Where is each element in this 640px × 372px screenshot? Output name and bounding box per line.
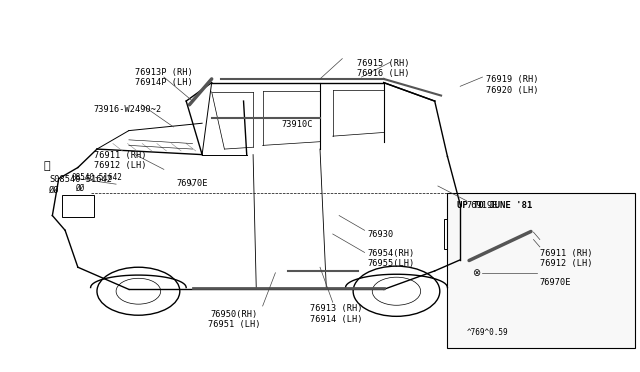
Text: 76913 (RH)
76914 (LH): 76913 (RH) 76914 (LH)	[310, 304, 362, 324]
Text: 08540-51642: 08540-51642	[72, 173, 122, 182]
Text: 76950(RH)
76951 (LH): 76950(RH) 76951 (LH)	[208, 310, 260, 329]
Text: Ⓢ: Ⓢ	[44, 161, 51, 171]
Text: 76911 (RH)
76912 (LH): 76911 (RH) 76912 (LH)	[94, 151, 147, 170]
Text: 76911 (RH)
76912 (LH): 76911 (RH) 76912 (LH)	[540, 249, 593, 268]
Text: ØØ: ØØ	[75, 184, 84, 193]
Bar	[447, 193, 636, 349]
Text: 76919E: 76919E	[467, 201, 498, 210]
Text: 76970E: 76970E	[540, 278, 572, 287]
Text: UP TO JUNE '81: UP TO JUNE '81	[457, 201, 532, 210]
Text: 73916-W2490~2: 73916-W2490~2	[94, 105, 162, 114]
Text: ^769^0.59: ^769^0.59	[467, 328, 508, 337]
Bar	[444, 219, 460, 249]
Text: S08540-51642
ØØ: S08540-51642 ØØ	[49, 175, 112, 194]
Text: 76913P (RH)
76914P (LH): 76913P (RH) 76914P (LH)	[135, 68, 193, 87]
Text: 73910C: 73910C	[282, 119, 313, 129]
Text: 76919 (RH)
76920 (LH): 76919 (RH) 76920 (LH)	[486, 75, 538, 94]
Text: ⊗: ⊗	[472, 268, 480, 278]
Text: 76915 (RH)
76916 (LH): 76915 (RH) 76916 (LH)	[358, 59, 410, 78]
Text: 76970E: 76970E	[177, 179, 208, 187]
Bar	[62, 195, 94, 217]
Text: 76930: 76930	[368, 230, 394, 239]
Text: 76954(RH)
76955(LH): 76954(RH) 76955(LH)	[368, 249, 415, 268]
